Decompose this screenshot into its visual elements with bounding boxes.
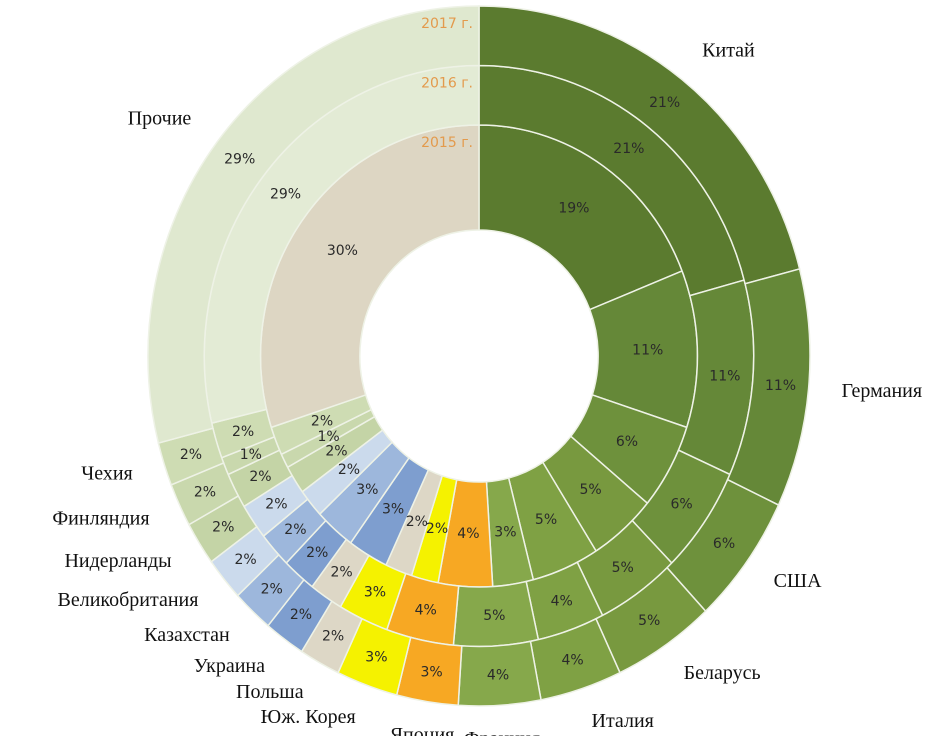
category-label: Италия <box>592 710 654 732</box>
value-label: 1% <box>317 429 339 445</box>
value-label: 2% <box>290 607 312 623</box>
value-label: 2% <box>406 514 428 530</box>
value-label: 19% <box>558 200 589 216</box>
value-label: 4% <box>415 603 437 619</box>
value-label: 2% <box>338 462 360 478</box>
value-label: 5% <box>483 608 505 624</box>
category-label: Украина <box>194 655 265 677</box>
value-label: 11% <box>709 368 740 384</box>
category-label: Финляндия <box>52 508 149 530</box>
value-label: 2% <box>284 522 306 538</box>
value-label: 2% <box>212 520 234 536</box>
value-label: 1% <box>240 447 262 463</box>
category-label: Юж. Корея <box>261 706 356 728</box>
category-label: Германия <box>841 380 922 402</box>
value-label: 5% <box>535 512 557 528</box>
value-label: 4% <box>487 668 509 684</box>
category-label: Польша <box>236 681 304 703</box>
value-label: 2% <box>325 444 347 460</box>
category-label: Франция <box>464 728 540 736</box>
value-label: 2% <box>265 497 287 513</box>
category-label: Китай <box>702 39 755 61</box>
value-label: 3% <box>494 524 516 540</box>
value-label: 3% <box>382 502 404 518</box>
category-label: Нидерланды <box>64 550 171 572</box>
value-label: 3% <box>364 584 386 600</box>
value-label: 3% <box>356 482 378 498</box>
value-label: 21% <box>613 141 644 157</box>
value-label: 3% <box>421 664 443 680</box>
value-label: 5% <box>612 560 634 576</box>
value-label: 6% <box>713 536 735 552</box>
value-label: 4% <box>561 653 583 669</box>
series-label: 2016 г. <box>421 75 473 91</box>
value-label: 6% <box>616 434 638 450</box>
value-label: 5% <box>638 613 660 629</box>
value-label: 6% <box>670 497 692 513</box>
category-label: Казахстан <box>144 624 230 646</box>
value-label: 2% <box>322 629 344 645</box>
value-label: 2% <box>232 424 254 440</box>
value-label: 2% <box>235 552 257 568</box>
series-label: 2017 г. <box>421 16 473 32</box>
value-label: 4% <box>457 526 479 542</box>
value-label: 2% <box>194 484 216 500</box>
category-label: Чехия <box>81 463 133 485</box>
category-label: Беларусь <box>684 662 761 684</box>
value-label: 5% <box>580 482 602 498</box>
donut-segment <box>147 5 480 444</box>
value-label: 11% <box>765 378 796 394</box>
value-label: 2% <box>261 581 283 597</box>
value-label: 2% <box>249 469 271 485</box>
value-label: 2% <box>306 545 328 561</box>
value-label: 2% <box>426 521 448 537</box>
value-label: 4% <box>551 594 573 610</box>
value-label: 2% <box>180 447 202 463</box>
value-label: 3% <box>365 649 387 665</box>
value-label: 21% <box>649 95 680 111</box>
value-label: 11% <box>632 342 663 358</box>
value-label: 30% <box>327 243 358 259</box>
category-label: США <box>774 570 823 592</box>
value-label: 29% <box>270 186 301 202</box>
category-label: Великобритания <box>58 589 199 611</box>
value-label: 2% <box>330 565 352 581</box>
value-label: 2% <box>311 414 333 430</box>
value-label: 29% <box>224 152 255 168</box>
series-label: 2015 г. <box>421 135 473 151</box>
category-label: Япония <box>390 724 455 736</box>
category-label: Прочие <box>128 108 192 130</box>
